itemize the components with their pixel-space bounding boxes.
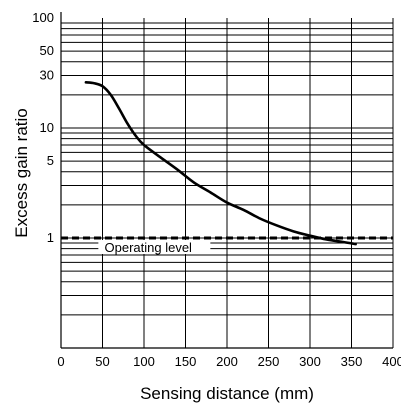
x-tick-labels: 0 50 100 150 200 250 300 350 400	[57, 354, 401, 369]
y-tick-label: 5	[47, 153, 54, 168]
x-tick-label: 100	[133, 354, 155, 369]
y-axis-title: Excess gain ratio	[12, 108, 31, 237]
y-tick-label: 50	[40, 43, 54, 58]
grid	[102, 18, 394, 348]
y-tick-label: 1	[47, 230, 54, 245]
operating-level-label: Operating level	[105, 240, 193, 255]
x-tick-label: 350	[341, 354, 363, 369]
series-line	[84, 81, 357, 246]
x-tick-label: 0	[57, 354, 64, 369]
series-group	[84, 81, 357, 246]
y-tick-labels: 1 5 10 30 50 100	[32, 10, 54, 245]
operating-level-line-group: Operating level	[61, 236, 393, 255]
x-tick-label: 50	[95, 354, 109, 369]
operating-level-label-bg	[98, 240, 211, 254]
x-tick-label: 150	[175, 354, 197, 369]
x-tick-label: 400	[382, 354, 401, 369]
y-tick-label: 100	[32, 10, 54, 25]
y-tick-label: 30	[40, 68, 54, 83]
axes	[60, 12, 393, 349]
y-tick-label: 10	[40, 120, 54, 135]
x-tick-label: 300	[299, 354, 321, 369]
horizontal-gridlines	[61, 22, 393, 316]
x-tick-label: 200	[216, 354, 238, 369]
x-tick-label: 250	[258, 354, 280, 369]
x-axis-title: Sensing distance (mm)	[140, 384, 314, 403]
